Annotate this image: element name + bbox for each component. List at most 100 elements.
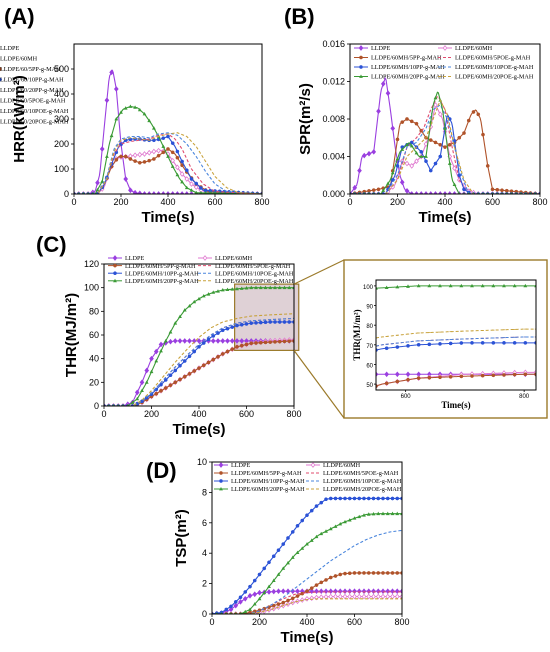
legend-item-lldpe-60mh-20poe-g-mah: LLDPE/60MH/20POE-g-MAH	[306, 486, 402, 493]
data-point-lldpe	[153, 348, 159, 355]
data-point-lldpe-60mh-20pp-g-mah	[385, 511, 390, 516]
data-point-lldpe-60-5pp-g-mah	[175, 155, 180, 160]
data-point-lldpe	[356, 588, 362, 595]
data-point-lldpe	[247, 592, 253, 599]
data-point-lldpe-60mh-10pp-g-mah	[459, 341, 464, 345]
legend-item-lldpe: LLDPE	[214, 462, 250, 469]
legend-item-lldpe-60mh-20pp-g-mah: LLDPE/60MH/20PP-g-MAH	[214, 486, 305, 493]
data-point-lldpe	[132, 189, 138, 194]
data-point-lldpe-60mh-5pp-g-mah	[347, 571, 352, 576]
data-point-lldpe-60mh-10pp-g-mah	[462, 187, 466, 192]
data-point-lldpe-60mh-10pp-g-mah	[252, 578, 257, 583]
data-point-lldpe-60mh-10pp-g-mah	[338, 496, 343, 501]
series-line-lldpe-60mh-5poe-g-mah	[212, 591, 402, 614]
data-point-lldpe-60mh	[132, 152, 138, 159]
data-point-lldpe	[128, 187, 133, 194]
x-tick-label: 400	[299, 617, 314, 627]
data-point-lldpe-60mh-20pp-g-mah	[300, 546, 305, 550]
data-point-lldpe-60-10pp-g-mah	[184, 168, 189, 173]
y-tick-label: 500	[54, 64, 69, 74]
data-point-lldpe	[271, 588, 277, 595]
legend-item-lldpe: LLDPE	[108, 255, 144, 262]
data-point-lldpe-60mh-20pp-g-mah	[319, 531, 324, 536]
data-point-lldpe-60mh-10pp-g-mah	[433, 161, 438, 166]
data-point-lldpe	[395, 371, 400, 378]
data-point-lldpe-60mh-10pp-g-mah	[438, 154, 443, 159]
data-point-lldpe-60mh	[375, 593, 381, 600]
data-point-lldpe-60mh-20pp-g-mah	[197, 296, 201, 301]
data-point-lldpe-60mh	[142, 151, 147, 157]
legend-label: LLDPE/60MH/5POE-g-MAH	[455, 55, 531, 62]
legend-label: LLDPE/60MH/10PP-g-MAH	[231, 478, 305, 485]
data-point-legend	[442, 45, 448, 51]
data-point-lldpe	[151, 191, 157, 194]
data-point-lldpe-60mh	[328, 593, 334, 600]
data-point-lldpe-60mh-5pp-g-mah	[385, 571, 390, 575]
data-point-lldpe	[437, 191, 443, 194]
data-point-lldpe-60mh-10pp-g-mah	[173, 368, 178, 373]
data-point-lldpe	[109, 69, 114, 76]
data-point-lldpe-60-5pp-g-mah	[128, 157, 133, 161]
data-point-lldpe-60mh-5pp-g-mah	[462, 131, 466, 135]
data-point-lldpe-60mh-10pp-g-mah	[197, 344, 201, 349]
data-point-lldpe	[233, 602, 239, 609]
data-point-lldpe-60mh	[175, 164, 180, 171]
data-point-lldpe-60mh-5pp-g-mah	[225, 349, 230, 354]
data-point-lldpe-60mh	[433, 102, 438, 108]
data-point-lldpe-60mh-10pp-g-mah	[470, 341, 474, 345]
data-point-lldpe-60mh-5pp-g-mah	[500, 188, 504, 193]
y-tick-label: 80	[366, 324, 373, 330]
data-point-lldpe-60-5pp-g-mah	[123, 154, 128, 159]
chart-panel-d: 0 200 400 600 800 0 2 4 6 8 10 Time(s) TSP(m²) (D) LLD…	[146, 457, 410, 646]
data-point-lldpe	[390, 125, 396, 132]
legend-label: LLDPE/60MH	[455, 45, 493, 52]
data-point-lldpe-60mh-10pp-g-mah	[263, 320, 268, 325]
data-point-lldpe-60mh-5pp-g-mah	[249, 341, 254, 346]
data-point-lldpe-60-20pp-g-mah	[194, 190, 199, 194]
data-point-lldpe	[182, 338, 188, 344]
series-lldpe-60mh-5pp-g-mah	[376, 372, 536, 388]
data-point-lldpe-60mh-5pp-g-mah	[433, 140, 438, 145]
y-tick-label: 0	[94, 401, 99, 411]
data-point-lldpe	[123, 176, 129, 182]
chart-panel-c: 0 200 400 600 800 0 20 40 60 80 100 120 Time(s) THR(M…	[36, 232, 302, 438]
series-lldpe-60mh-5poe-g-mah	[212, 591, 402, 614]
series-line-lldpe-60mh-10poe-g-mah	[350, 104, 540, 194]
data-point-lldpe	[137, 190, 143, 194]
panel-label: (C)	[36, 232, 67, 257]
series-lldpe-60mh-20pp-g-mah	[212, 511, 402, 614]
data-point-lldpe	[399, 179, 405, 186]
y-axis-label: SPR(m²/s)	[297, 83, 314, 155]
data-point-lldpe-60mh-5pp-g-mah	[197, 366, 201, 370]
data-point-lldpe-60mh	[184, 176, 190, 182]
data-point-lldpe-60-10pp-g-mah	[194, 181, 199, 186]
data-point-lldpe-60mh-20pp-g-mah	[277, 285, 282, 290]
data-point-lldpe-60mh	[390, 593, 395, 600]
data-point-lldpe-60mh-20pp-g-mah	[309, 538, 314, 542]
data-point-lldpe-60mh-5pp-g-mah	[502, 373, 506, 377]
data-point-lldpe-60mh-5pp-g-mah	[371, 188, 376, 192]
data-point-lldpe-60-20pp-g-mah	[123, 106, 128, 110]
y-tick-label: 0.016	[322, 39, 345, 49]
data-point-lldpe-60-5pp-g-mah	[114, 157, 119, 162]
data-point-lldpe-60mh-10pp-g-mah	[362, 496, 366, 501]
legend-label: LLDPE/60MH/10POE-g-MAH	[455, 64, 534, 71]
data-point-lldpe	[280, 588, 286, 595]
y-tick-label: 400	[54, 89, 69, 99]
legend-item-lldpe-60mh-5pp-g-mah: LLDPE/60MH/5PP-g-MAH	[214, 470, 302, 477]
data-point-lldpe	[187, 338, 192, 344]
data-point-lldpe-60mh-20pp-g-mah	[201, 293, 206, 298]
legend-label: LLDPE/60MH/5POE-g-MAH	[323, 470, 399, 477]
data-point-lldpe	[99, 146, 105, 152]
y-tick-label: 200	[54, 139, 69, 149]
data-point-lldpe-60mh-10pp-g-mah	[406, 344, 410, 348]
data-point-lldpe	[423, 191, 429, 194]
data-point-lldpe-60mh-20pp-g-mah	[154, 359, 159, 363]
data-point-lldpe-60mh-5pp-g-mah	[182, 374, 187, 379]
data-point-lldpe	[409, 191, 415, 194]
data-point-lldpe-60mh-10pp-g-mah	[230, 325, 235, 329]
data-point-lldpe	[165, 191, 171, 194]
data-point-lldpe-60mh-20pp-g-mah	[512, 283, 517, 288]
data-point-lldpe	[418, 191, 424, 194]
data-point-lldpe-60-20pp-g-mah	[166, 154, 170, 158]
